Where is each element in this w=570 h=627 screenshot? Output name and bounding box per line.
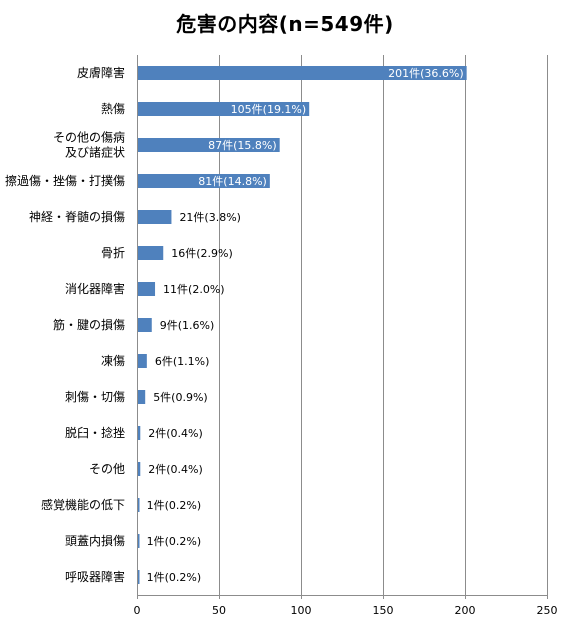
bar — [138, 534, 140, 548]
bar — [138, 102, 310, 116]
data-label: 9件(1.6%) — [160, 319, 215, 332]
category-label: 感覚機能の低下 — [41, 497, 125, 512]
category-label: 凍傷 — [101, 353, 125, 368]
bar — [138, 174, 270, 188]
category-label: 皮膚障害 — [77, 65, 125, 80]
category-label: 擦過傷・挫傷・打撲傷 — [5, 173, 125, 188]
bars — [138, 66, 467, 584]
data-label: 5件(0.9%) — [153, 391, 208, 404]
category-label: 筋・腱の損傷 — [53, 317, 125, 332]
category-label: 頭蓋内損傷 — [65, 533, 125, 548]
bar — [138, 246, 164, 260]
x-tick-label: 0 — [134, 604, 141, 617]
category-label: 呼吸器障害 — [65, 569, 125, 584]
data-label: 81件(14.8%) — [198, 175, 267, 188]
bar — [138, 354, 147, 368]
category-label: 骨折 — [101, 245, 125, 260]
bar — [138, 498, 140, 512]
bar — [138, 570, 140, 584]
chart-title: 危害の内容(n=549件) — [176, 12, 394, 36]
data-label: 201件(36.6%) — [388, 67, 464, 80]
x-tick-label: 100 — [291, 604, 312, 617]
x-tick-label: 150 — [373, 604, 394, 617]
x-tick-label: 50 — [212, 604, 226, 617]
data-label: 2件(0.4%) — [148, 427, 203, 440]
data-label: 1件(0.2%) — [147, 499, 202, 512]
bar — [138, 426, 141, 440]
category-label: 熱傷 — [101, 101, 125, 116]
x-tick-label: 200 — [455, 604, 476, 617]
category-label: その他の傷病及び諸症状 — [53, 130, 125, 160]
data-label: 105件(19.1%) — [231, 103, 307, 116]
x-tick-label: 250 — [537, 604, 558, 617]
category-label: 消化器障害 — [65, 281, 125, 296]
bar — [138, 138, 280, 152]
category-label: 神経・脊髄の損傷 — [29, 209, 125, 224]
category-labels: 皮膚障害熱傷その他の傷病及び諸症状擦過傷・挫傷・打撲傷神経・脊髄の損傷骨折消化器… — [5, 65, 125, 584]
data-labels: 201件(36.6%) 105件(19.1%) 87件(15.8%) 81件(14.8… — [147, 67, 464, 584]
data-label: 11件(2.0%) — [163, 283, 225, 296]
category-label: その他 — [89, 462, 125, 476]
bar — [138, 210, 172, 224]
bar — [138, 318, 152, 332]
data-label: 6件(1.1%) — [155, 355, 210, 368]
bar — [138, 282, 156, 296]
x-axis-ticks: 0 50 100 150 200 250 — [134, 595, 558, 617]
bar — [138, 390, 146, 404]
data-label: 16件(2.9%) — [171, 247, 233, 260]
bar — [138, 66, 467, 80]
data-label: 2件(0.4%) — [148, 463, 203, 476]
data-label: 1件(0.2%) — [147, 571, 202, 584]
bar — [138, 462, 141, 476]
category-label: 脱臼・捻挫 — [65, 425, 125, 440]
data-label: 87件(15.8%) — [208, 139, 277, 152]
data-label: 21件(3.8%) — [179, 211, 241, 224]
data-label: 1件(0.2%) — [147, 535, 202, 548]
category-label: 刺傷・切傷 — [65, 389, 125, 404]
